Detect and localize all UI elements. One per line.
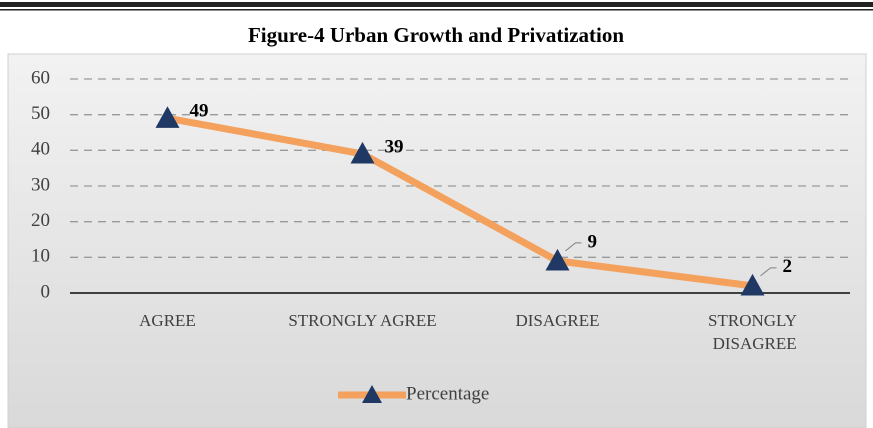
legend-label: Percentage bbox=[406, 383, 489, 404]
y-tick-label: 40 bbox=[31, 139, 50, 160]
leader-line bbox=[760, 267, 777, 277]
leader-line bbox=[565, 242, 582, 252]
y-tick-label: 30 bbox=[31, 174, 50, 195]
x-tick-label: STRONGLY AGREE bbox=[288, 311, 436, 330]
y-tick-label: 60 bbox=[31, 67, 50, 88]
y-tick-label: 50 bbox=[31, 103, 50, 124]
top-border-thin bbox=[0, 9, 873, 11]
marker bbox=[545, 248, 570, 271]
top-border bbox=[0, 2, 873, 7]
marker bbox=[740, 273, 765, 296]
plot-background bbox=[7, 53, 867, 428]
x-tick-label: STRONGLY DISAGREE bbox=[708, 311, 797, 353]
y-tick-label: 0 bbox=[41, 281, 51, 302]
data-label: 2 bbox=[783, 256, 793, 277]
marker bbox=[155, 106, 180, 128]
x-tick-label: AGREE bbox=[139, 311, 196, 330]
series-line bbox=[166, 114, 753, 290]
y-tick-label: 10 bbox=[31, 246, 50, 267]
y-tick-label: 20 bbox=[31, 210, 50, 231]
data-label: 9 bbox=[588, 231, 598, 252]
data-label: 49 bbox=[190, 101, 209, 122]
legend-marker bbox=[362, 385, 382, 403]
chart-title: Figure-4 Urban Growth and Privatization bbox=[248, 23, 624, 47]
data-label: 39 bbox=[385, 136, 404, 157]
marker bbox=[350, 141, 375, 164]
x-tick-label: DISAGREE bbox=[515, 311, 599, 330]
